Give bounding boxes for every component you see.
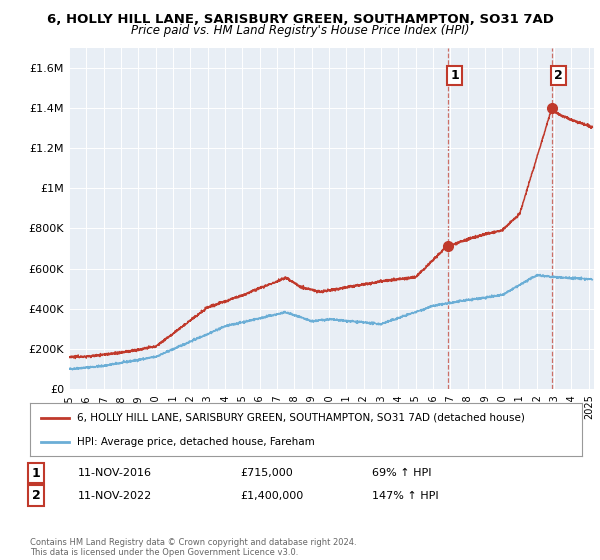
Text: 11-NOV-2016: 11-NOV-2016 (78, 468, 152, 478)
Text: 1: 1 (32, 466, 40, 480)
Text: HPI: Average price, detached house, Fareham: HPI: Average price, detached house, Fare… (77, 436, 314, 446)
Text: 6, HOLLY HILL LANE, SARISBURY GREEN, SOUTHAMPTON, SO31 7AD (detached house): 6, HOLLY HILL LANE, SARISBURY GREEN, SOU… (77, 413, 525, 423)
Text: 6, HOLLY HILL LANE, SARISBURY GREEN, SOUTHAMPTON, SO31 7AD: 6, HOLLY HILL LANE, SARISBURY GREEN, SOU… (47, 13, 553, 26)
Text: £715,000: £715,000 (240, 468, 293, 478)
Text: 11-NOV-2022: 11-NOV-2022 (78, 491, 152, 501)
Text: 2: 2 (32, 489, 40, 502)
Text: 69% ↑ HPI: 69% ↑ HPI (372, 468, 431, 478)
Text: £1,400,000: £1,400,000 (240, 491, 303, 501)
Text: Contains HM Land Registry data © Crown copyright and database right 2024.
This d: Contains HM Land Registry data © Crown c… (30, 538, 356, 557)
Text: 1: 1 (451, 69, 459, 82)
Text: 2: 2 (554, 69, 563, 82)
Text: Price paid vs. HM Land Registry's House Price Index (HPI): Price paid vs. HM Land Registry's House … (131, 24, 469, 37)
Text: 147% ↑ HPI: 147% ↑ HPI (372, 491, 439, 501)
